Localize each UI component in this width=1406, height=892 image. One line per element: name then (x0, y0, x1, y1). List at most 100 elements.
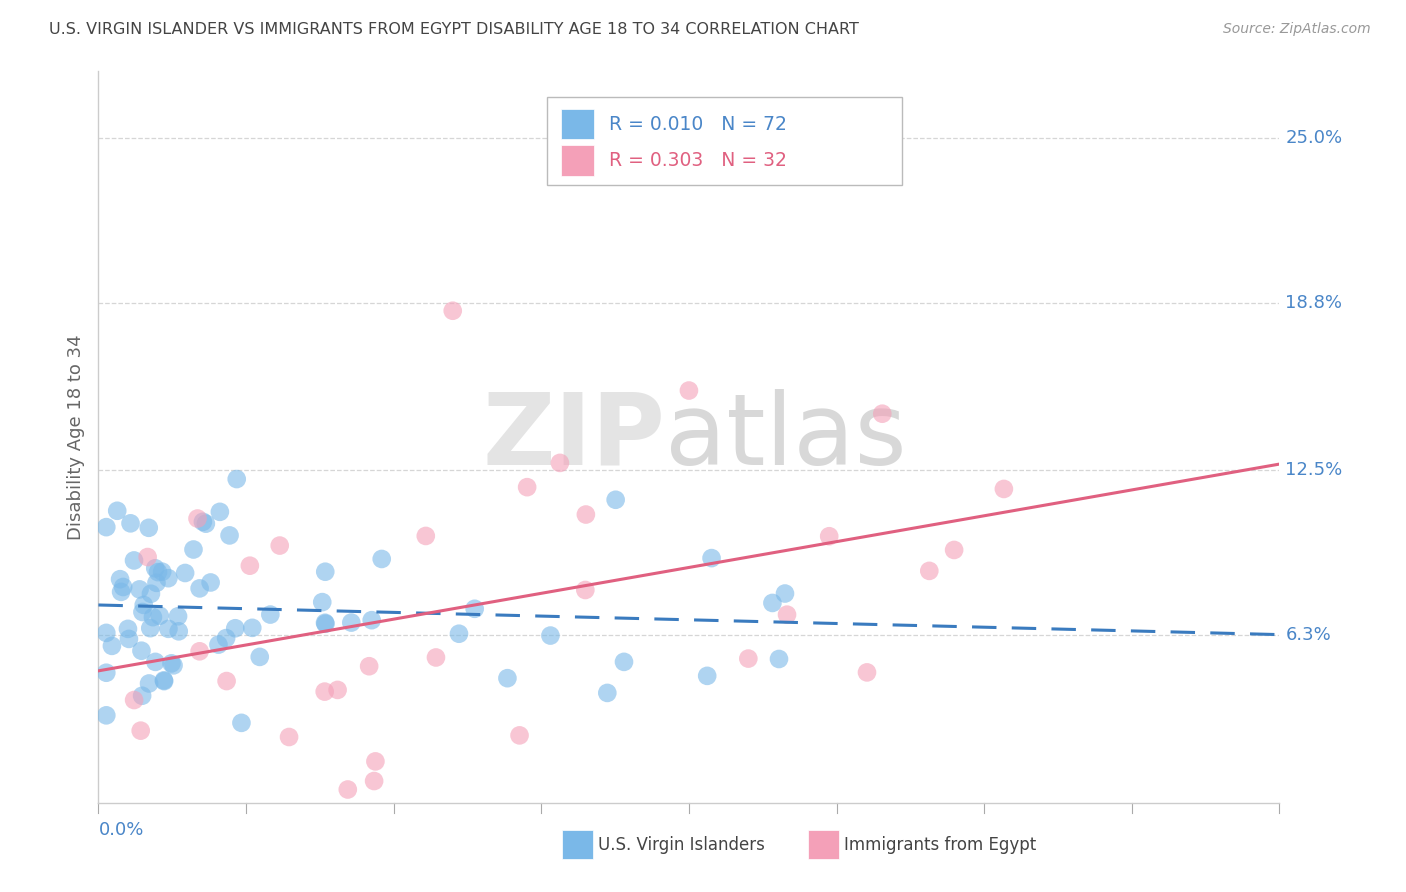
Point (167, 609, 190, 624)
Point (326, 682, 349, 697)
Point (110, 585, 132, 599)
Point (259, 607, 281, 622)
Point (737, 651, 759, 665)
Point (269, 539, 291, 553)
Point (174, 566, 197, 580)
Point (447, 626, 470, 640)
Point (425, 650, 447, 665)
Point (139, 587, 162, 601)
Point (240, 621, 263, 635)
Point (249, 649, 271, 664)
Point (315, 616, 337, 631)
Text: 12.5%: 12.5% (1285, 461, 1343, 479)
Y-axis label: Disability Age 18 to 34: Disability Age 18 to 34 (66, 334, 84, 540)
Point (856, 665, 879, 680)
Text: 18.8%: 18.8% (1285, 293, 1343, 312)
Point (157, 571, 180, 585)
Point (145, 655, 167, 669)
Text: Immigrants from Egypt: Immigrants from Egypt (844, 836, 1036, 854)
FancyBboxPatch shape (561, 109, 595, 139)
Point (129, 723, 152, 738)
Point (700, 551, 723, 566)
Point (96, 708, 118, 723)
Point (142, 610, 165, 624)
Point (314, 684, 336, 698)
Point (761, 596, 783, 610)
Point (231, 715, 253, 730)
Point (215, 674, 238, 689)
Point (105, 504, 128, 518)
Point (149, 608, 172, 623)
Point (188, 644, 211, 658)
Point (605, 492, 627, 507)
Point (441, 303, 464, 318)
Point (146, 565, 169, 579)
Point (186, 511, 208, 525)
Point (943, 543, 966, 558)
Point (118, 632, 141, 646)
Text: R = 0.303   N = 32: R = 0.303 N = 32 (609, 151, 786, 170)
Point (96, 520, 118, 534)
Point (136, 549, 159, 564)
Point (145, 575, 167, 590)
Point (207, 638, 229, 652)
Point (132, 598, 155, 612)
Text: 6.3%: 6.3% (1285, 626, 1331, 644)
Point (678, 384, 700, 398)
Point (218, 528, 240, 542)
Point (509, 728, 531, 742)
Text: atlas: atlas (665, 389, 907, 485)
Point (768, 652, 790, 666)
Point (120, 516, 142, 531)
Point (538, 629, 561, 643)
Point (139, 621, 162, 635)
Point (314, 565, 336, 579)
Text: R = 0.010   N = 72: R = 0.010 N = 72 (609, 114, 786, 134)
Point (818, 529, 841, 543)
Point (548, 456, 571, 470)
Point (183, 542, 205, 557)
Point (872, 407, 894, 421)
Point (143, 561, 166, 575)
Point (314, 615, 336, 630)
Point (112, 580, 135, 594)
Point (596, 686, 619, 700)
Point (138, 521, 160, 535)
Point (96, 626, 118, 640)
Text: 25.0%: 25.0% (1285, 128, 1343, 147)
Point (918, 564, 941, 578)
Text: 0.0%: 0.0% (98, 821, 143, 839)
Point (153, 673, 176, 688)
Point (191, 515, 214, 529)
Point (167, 624, 190, 639)
Point (96, 665, 118, 680)
Point (117, 622, 139, 636)
Point (359, 659, 381, 673)
Text: Source: ZipAtlas.com: Source: ZipAtlas.com (1223, 22, 1371, 37)
Point (773, 586, 796, 600)
Point (131, 644, 153, 658)
Point (153, 674, 176, 689)
Point (364, 755, 387, 769)
Point (225, 472, 247, 486)
Point (340, 615, 363, 630)
Point (370, 552, 392, 566)
Point (464, 602, 486, 616)
Point (239, 558, 262, 573)
Point (160, 657, 183, 671)
Point (496, 671, 519, 685)
Point (311, 595, 333, 609)
Point (101, 639, 124, 653)
Point (122, 693, 145, 707)
Point (138, 676, 160, 690)
Point (336, 782, 359, 797)
Point (993, 482, 1015, 496)
Point (574, 582, 596, 597)
Point (415, 529, 437, 543)
Text: ZIP: ZIP (482, 389, 665, 485)
Point (613, 655, 636, 669)
Point (188, 582, 211, 596)
Text: U.S. VIRGIN ISLANDER VS IMMIGRANTS FROM EGYPT DISABILITY AGE 18 TO 34 CORRELATIO: U.S. VIRGIN ISLANDER VS IMMIGRANTS FROM … (49, 22, 859, 37)
Point (696, 669, 718, 683)
Point (215, 631, 238, 645)
